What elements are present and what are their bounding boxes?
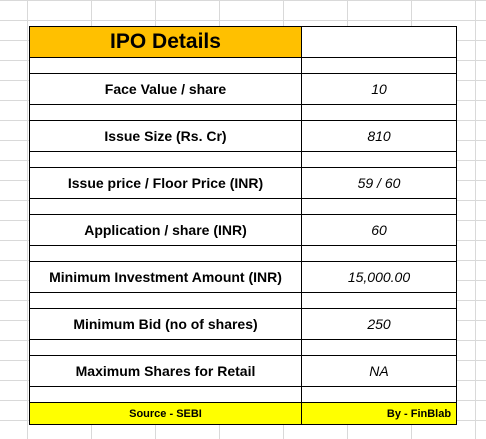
- spacer-row: [29, 104, 457, 121]
- row-value-min-bid[interactable]: 250: [301, 308, 457, 340]
- spacer-row: [29, 245, 457, 262]
- row-label-max-retail[interactable]: Maximum Shares for Retail: [29, 355, 302, 387]
- row-label-issue-size[interactable]: Issue Size (Rs. Cr): [29, 120, 302, 152]
- empty-cell[interactable]: [29, 104, 302, 121]
- table-title[interactable]: IPO Details: [29, 26, 302, 58]
- table-row: Minimum Investment Amount (INR) 15,000.0…: [29, 261, 457, 293]
- empty-cell[interactable]: [301, 339, 457, 356]
- spacer-row: [29, 151, 457, 168]
- empty-cell[interactable]: [301, 104, 457, 121]
- empty-cell[interactable]: [29, 198, 302, 215]
- row-label-issue-price[interactable]: Issue price / Floor Price (INR): [29, 167, 302, 199]
- empty-cell[interactable]: [29, 245, 302, 262]
- row-value-face-value[interactable]: 10: [301, 73, 457, 105]
- table-row: Issue Size (Rs. Cr) 810: [29, 120, 457, 152]
- empty-cell[interactable]: [301, 386, 457, 403]
- empty-cell[interactable]: [29, 386, 302, 403]
- spacer-row: [29, 339, 457, 356]
- title-row: IPO Details: [29, 26, 457, 58]
- credit-label[interactable]: By - FinBlab: [301, 402, 457, 425]
- title-empty-cell[interactable]: [301, 26, 457, 58]
- row-value-issue-size[interactable]: 810: [301, 120, 457, 152]
- spacer-row: [29, 57, 457, 74]
- empty-cell[interactable]: [29, 339, 302, 356]
- empty-cell[interactable]: [301, 245, 457, 262]
- table-row: Minimum Bid (no of shares) 250: [29, 308, 457, 340]
- table-row: Maximum Shares for Retail NA: [29, 355, 457, 387]
- empty-cell[interactable]: [29, 57, 302, 74]
- row-label-face-value[interactable]: Face Value / share: [29, 73, 302, 105]
- row-value-min-investment[interactable]: 15,000.00: [301, 261, 457, 293]
- table-row: Issue price / Floor Price (INR) 59 / 60: [29, 167, 457, 199]
- row-value-application[interactable]: 60: [301, 214, 457, 246]
- table-row: Application / share (INR) 60: [29, 214, 457, 246]
- spacer-row: [29, 292, 457, 309]
- empty-cell[interactable]: [29, 151, 302, 168]
- spacer-row: [29, 198, 457, 215]
- footer-row: Source - SEBI By - FinBlab: [29, 402, 457, 425]
- row-label-min-bid[interactable]: Minimum Bid (no of shares): [29, 308, 302, 340]
- empty-cell[interactable]: [301, 151, 457, 168]
- empty-cell[interactable]: [301, 198, 457, 215]
- empty-cell[interactable]: [301, 57, 457, 74]
- spacer-row: [29, 386, 457, 403]
- row-value-max-retail[interactable]: NA: [301, 355, 457, 387]
- ipo-details-table: IPO Details Face Value / share 10 Issue …: [29, 26, 457, 425]
- empty-cell[interactable]: [29, 292, 302, 309]
- row-label-application[interactable]: Application / share (INR): [29, 214, 302, 246]
- source-label[interactable]: Source - SEBI: [29, 402, 302, 425]
- row-value-issue-price[interactable]: 59 / 60: [301, 167, 457, 199]
- empty-cell[interactable]: [301, 292, 457, 309]
- table-row: Face Value / share 10: [29, 73, 457, 105]
- row-label-min-investment[interactable]: Minimum Investment Amount (INR): [29, 261, 302, 293]
